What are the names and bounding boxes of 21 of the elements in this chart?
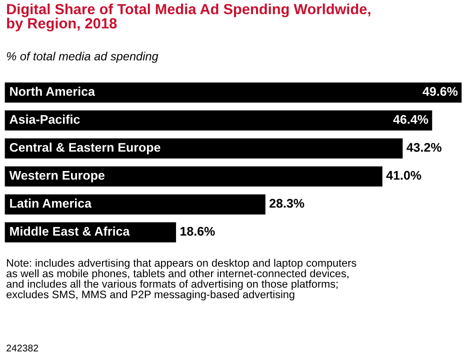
- bar: [4, 138, 403, 159]
- bar: [4, 194, 266, 214]
- chart-subtitle: % of total media ad spending: [6, 52, 158, 63]
- y-tick-label: Latin America: [10, 198, 92, 208]
- data-label: 43.2%: [406, 142, 442, 152]
- data-label: 49.6%: [422, 87, 458, 96]
- data-label: 28.3%: [270, 198, 304, 208]
- text: Note: includes advertising that appears on desktop and laptop computers as well as mobile phones, tablets and other internet-connected devices, and includes all the various formats of advertising on those platforms; excludes SMS, MMS and P2P messaging-based advertising: [6, 258, 356, 300]
- y-tick-label: Middle East & Africa: [10, 226, 130, 236]
- text: 242382: [6, 344, 38, 352]
- bar: [4, 166, 382, 186]
- data-label: 46.4%: [393, 114, 428, 124]
- y-tick-label: North America: [10, 86, 96, 96]
- y-tick-label: Western Europe: [9, 171, 105, 182]
- data-label: 18.6%: [180, 226, 215, 236]
- y-tick-label: Central & Eastern Europe: [10, 142, 160, 154]
- data-label: 41.0%: [386, 170, 422, 180]
- bar: [4, 82, 462, 103]
- y-tick-label: Asia-Pacific: [10, 114, 80, 124]
- bar: [4, 110, 432, 131]
- chart-title: Digital Share of Total Media Ad Spending Worldwide, by Region, 2018: [7, 4, 370, 32]
